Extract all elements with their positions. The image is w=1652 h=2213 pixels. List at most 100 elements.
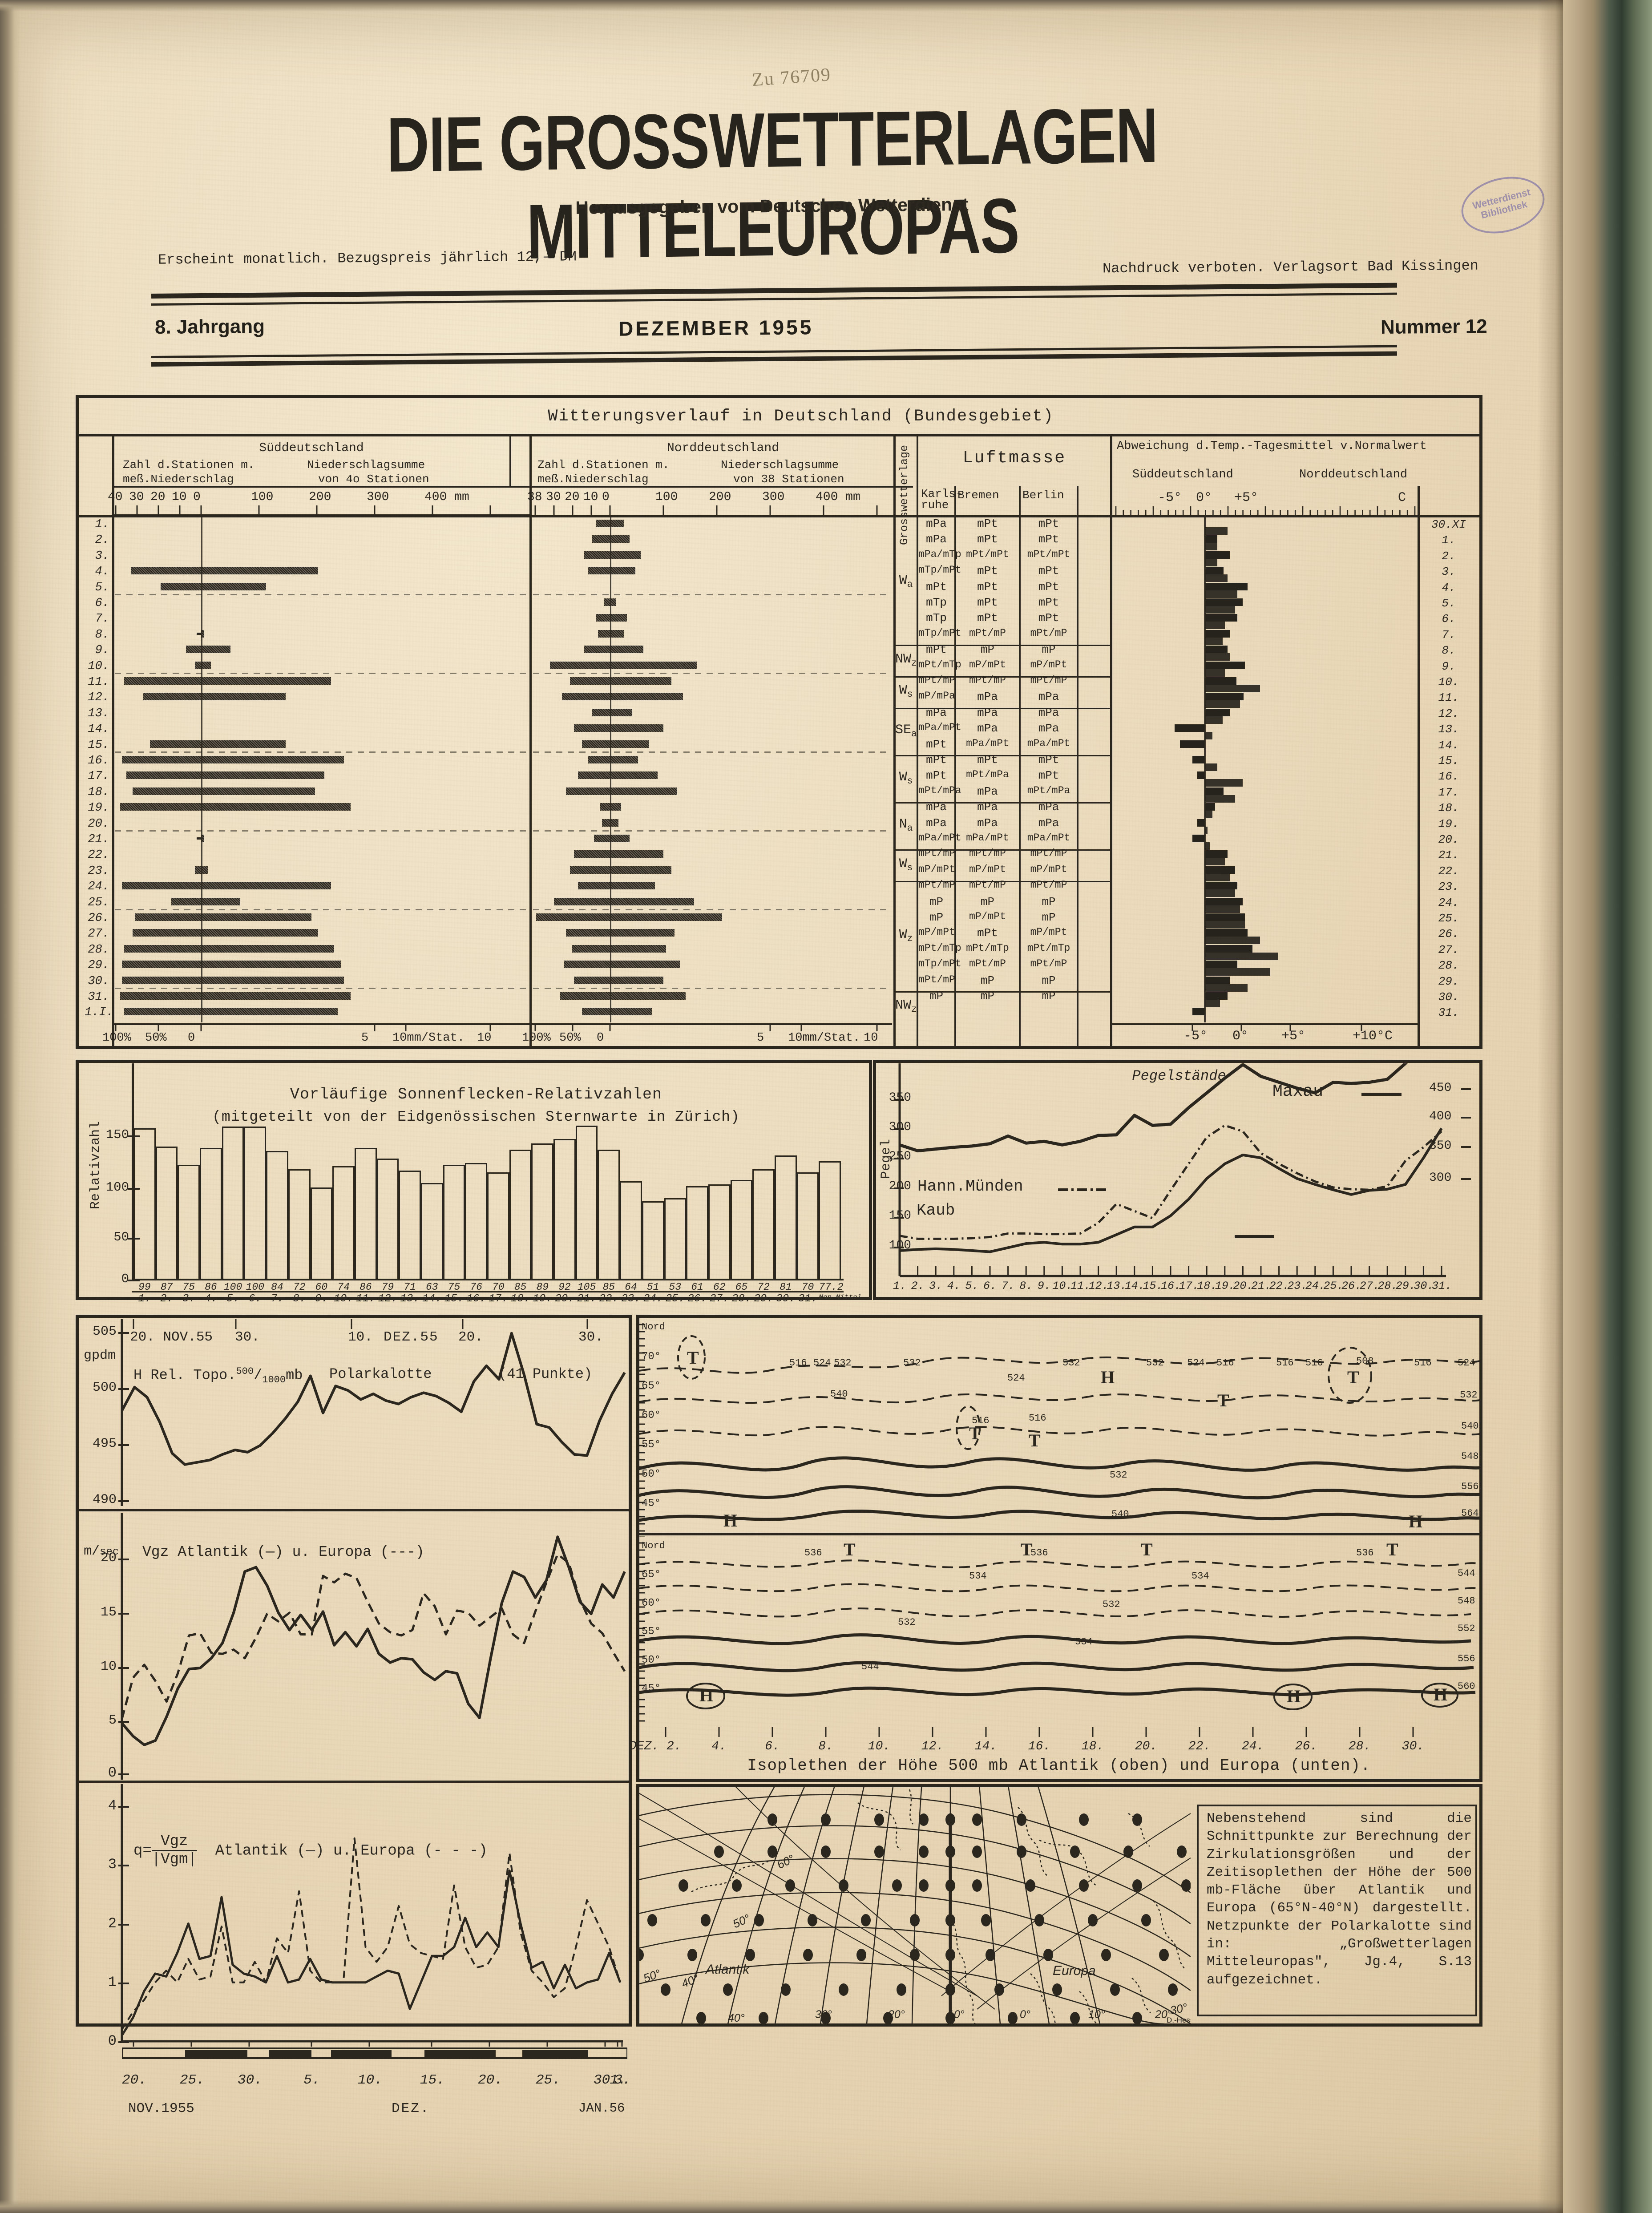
pegel-day-28: 29. [1395, 1280, 1416, 1292]
luftmasse-cell-16-1: mPt/mPa [966, 769, 1009, 781]
gwl-sep-2 [893, 707, 1110, 709]
svg-text:20°: 20° [888, 2008, 905, 2021]
row-sep-s-14 [115, 751, 529, 753]
sunspot-ytick-3: 0 [121, 1272, 129, 1286]
luftmasse-cell-0-0: mPa [926, 517, 947, 530]
sunspot-value-12: 71 [404, 1281, 416, 1293]
col-sub-sum-sued2: von 4o Stationen [318, 472, 429, 486]
luftmasse-cell-6-1: mPt [977, 611, 998, 625]
sunspot-value-4: 100 [223, 1281, 242, 1293]
pegel-legend-kaub-swatch [1235, 1235, 1274, 1238]
col-sub-sum-sued: Niederschlagsumme [307, 458, 425, 472]
sunspot-day-4: 5. [226, 1293, 239, 1305]
sunspot-bar-6 [266, 1151, 288, 1279]
pegel-day-2: 3. [929, 1280, 943, 1292]
q-xtick-4: 10. [358, 2072, 383, 2088]
precip-bar-nord-stations-22 [570, 866, 610, 874]
precip-bar-nord-stations-28 [564, 961, 610, 969]
svg-text:Europa: Europa [1053, 1963, 1096, 1978]
isopleth-bottom-axis-4: 50° [642, 1654, 661, 1666]
precip-bar-sued-sum-31 [201, 1008, 338, 1016]
row-sep-s-9 [115, 672, 529, 674]
sunspot-value-9: 74 [337, 1281, 350, 1293]
temp-bar-nord-19 [1205, 826, 1208, 834]
precip-bar-nord-sum-14 [610, 740, 650, 748]
luftmasse-cell-9-2: mP/mPt [1030, 658, 1067, 670]
temp-bar-sued-19 [1197, 819, 1205, 827]
pegel-day-17: 18. [1197, 1280, 1217, 1292]
q-xtick-3: 5. [303, 2072, 320, 2088]
sunspot-bar-18 [531, 1143, 554, 1279]
temp-bar-nord-9 [1205, 669, 1225, 677]
precip-bar-nord-stations-0 [596, 520, 610, 527]
scale-sued-0: 40 [108, 490, 123, 504]
temp-bar-sued-16 [1197, 771, 1205, 779]
pegel-legend-maxau-swatch [1361, 1093, 1402, 1096]
right-day-label-1: 1. [1442, 533, 1456, 547]
pegel-day-0: 1. [893, 1280, 906, 1292]
temp-bar-sued-29 [1205, 976, 1230, 984]
svg-text:524: 524 [1187, 1357, 1205, 1369]
pegel-day-13: 14. [1124, 1280, 1145, 1292]
svg-text:10°: 10° [1088, 2008, 1105, 2021]
day-label-29: 30. [88, 974, 109, 988]
sunspot-day-25: 26. [687, 1293, 707, 1305]
temp-bar-nord-5 [1205, 606, 1235, 614]
precip-bar-sued-stations-9 [194, 661, 201, 669]
isopleth-xtick-marks [665, 1727, 1414, 1737]
temp-bar-nord-20 [1205, 842, 1210, 850]
q-ytick-4: 0 [108, 2033, 117, 2049]
row-sep-n-19 [533, 830, 892, 832]
temp-bar-sued-2 [1205, 551, 1230, 559]
isopleth-xtick-11: 24. [1241, 1740, 1264, 1753]
pegel-legend-hannmuenden: Hann.Münden [917, 1177, 1023, 1195]
q-month-jan: JAN.56 [578, 2101, 625, 2116]
sunspot-value-8: 60 [315, 1281, 328, 1293]
gwl-label-4: Ws [899, 770, 913, 787]
right-day-label-14: 14. [1438, 738, 1459, 752]
map-credit: D.-Hess [1167, 2016, 1191, 2024]
precip-bar-nord-sum-31 [610, 1008, 652, 1016]
city-col-karlsruhe: Karls-ruhe [921, 487, 963, 512]
pegel-panel [873, 1060, 1482, 1300]
left-panel-div2 [78, 1781, 629, 1783]
luftmasse-cell-2-0: mPa/mTp [918, 548, 961, 560]
luftmasse-cell-15-2: mPt [1038, 753, 1059, 767]
scale-sued-3: 10 [172, 490, 187, 504]
day-label-7: 8. [95, 628, 109, 642]
sunspot-bar-1 [155, 1146, 178, 1279]
polar-grid-map: Atlantik Europa 60° 50° 40° 50° 30° 40° 3… [639, 1787, 1191, 2024]
right-day-label-8: 8. [1442, 644, 1456, 658]
sunspot-bar-4 [222, 1127, 244, 1279]
temp-bar-nord-2 [1205, 558, 1218, 566]
sunspot-day-31: Mon-Mittel [819, 1293, 862, 1301]
topo-xtick-dec20: 20. [458, 1329, 483, 1345]
row-sep-n-24 [533, 909, 892, 910]
vgz-ytick-mark-0 [118, 1559, 129, 1561]
sunspot-value-21: 85 [602, 1281, 615, 1293]
luftmasse-cell-14-0: mPt [926, 737, 947, 751]
scale-sued-7: 300 [367, 490, 389, 504]
sunspot-subtitle: (mitgeteilt von der Eidgenössischen Ster… [212, 1109, 740, 1125]
svg-text:516: 516 [972, 1415, 990, 1426]
right-day-label-13: 13. [1438, 723, 1459, 736]
panel-title-witterungsverlauf: Witterungsverlauf in Deutschland (Bundes… [548, 407, 1054, 426]
sunspot-bar-5 [244, 1127, 267, 1279]
right-day-label-9: 9. [1442, 659, 1456, 673]
sunspot-day-17: 18. [510, 1293, 530, 1305]
panel1-v7 [1019, 486, 1021, 1048]
isopleth-top-axis-3: 60° [642, 1409, 661, 1421]
svg-text:H: H [1409, 1511, 1422, 1531]
topo-xtick-dez: DEZ.55 [384, 1329, 439, 1345]
scale-temp-0: -5° [1158, 490, 1182, 505]
gwl-label-2: Ws [899, 683, 913, 700]
svg-text:516: 516 [789, 1357, 807, 1369]
temp-bar-nord-23 [1205, 889, 1235, 897]
panel1-v9 [1110, 434, 1112, 1048]
pegel-title: Pegelstände [1132, 1068, 1226, 1084]
precip-bar-sued-sum-30 [201, 992, 351, 1000]
luftmasse-cell-29-1: mP [980, 973, 995, 987]
pegel-day-8: 9. [1037, 1280, 1051, 1292]
sunspot-value-7: 72 [293, 1281, 306, 1293]
day-label-6: 7. [95, 612, 109, 626]
